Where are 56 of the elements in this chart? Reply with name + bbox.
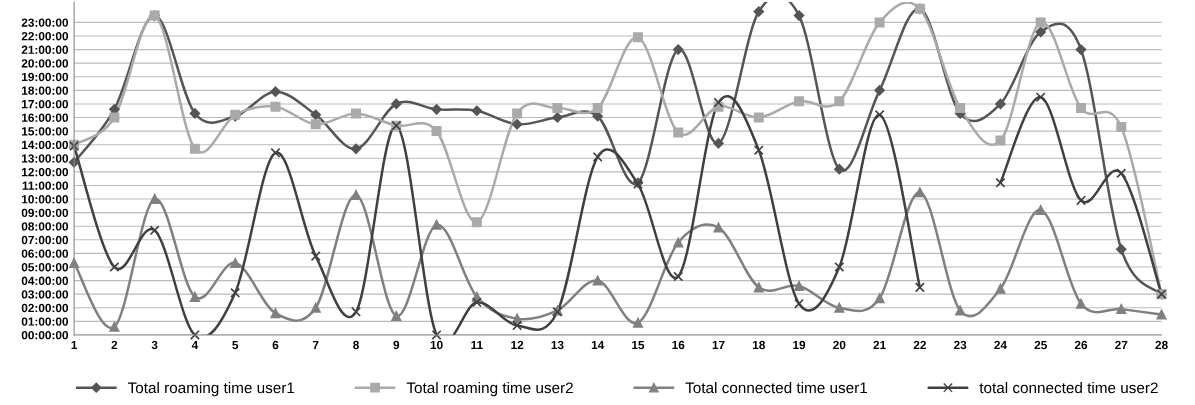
x-tick-label: 27 [1115,340,1128,350]
y-tick-label: 17:00:00 [22,99,69,109]
x-tick-label: 12 [511,340,524,350]
y-tick-label: 05:00:00 [21,263,69,272]
y-tick-label: 01:00:00 [21,317,69,326]
x-tick-label: 21 [873,340,886,350]
x-tick-label: 26 [1074,340,1088,350]
x-tick-label: 7 [312,340,319,350]
y-tick-label: 11:00:00 [22,181,69,190]
x-tick-label: 18 [752,340,765,350]
x-tick-label: 19 [793,340,806,350]
y-tick-label: 22:00:00 [21,32,69,41]
x-tick-label: 8 [353,340,359,350]
y-tick-label: 16:00:00 [22,113,69,122]
y-tick-label: 07:00:00 [21,235,69,245]
x-tick-label: 11 [471,340,483,350]
y-tick-label: 13:00:00 [22,154,69,163]
legend-label: Total roaming time user1 [127,381,295,397]
x-tick-label: 5 [232,340,239,350]
x-tick-label: 17 [712,340,725,350]
y-tick-label: 02:00:00 [21,303,69,313]
y-tick-label: 20:00:00 [21,59,69,68]
y-tick-label: 19:00:00 [22,72,69,82]
y-tick-label: 12:00:00 [22,167,69,177]
x-tick-label: 2 [111,340,118,350]
x-tick-label: 1 [71,340,78,350]
x-tick-label: 15 [632,340,645,350]
y-tick-label: 21:00:00 [21,45,69,54]
y-tick-label: 03:00:00 [21,290,69,299]
y-tick-label: 06:00:00 [21,249,69,258]
y-tick-label: 00:00:00 [21,330,69,340]
x-tick-label: 9 [393,340,400,350]
y-tick-label: 18:00:00 [22,86,69,95]
y-tick-label: 23:00:00 [21,18,69,27]
x-tick-label: 23 [954,340,967,350]
x-tick-label: 25 [1034,340,1047,350]
y-tick-label: 10:00:00 [22,195,69,204]
x-tick-label: 16 [672,340,685,350]
x-tick-label: 20 [833,340,846,350]
x-tick-label: 6 [272,340,279,350]
y-tick-label: 15:00:00 [22,127,69,136]
x-tick-label: 28 [1155,340,1168,350]
x-tick-label: 3 [151,340,158,350]
y-tick-label: 14:00:00 [22,140,69,150]
legend-label: total connected time user2 [979,381,1158,394]
x-tick-label: 13 [551,340,564,350]
x-tick-label: 24 [994,340,1007,350]
y-tick-label: 09:00:00 [21,208,69,218]
y-tick-label: 08:00:00 [21,222,69,231]
x-tick-label: 4 [191,340,199,350]
x-tick-label: 22 [913,340,926,350]
x-tick-label: 10 [430,340,443,350]
y-tick-label: 04:00:00 [21,276,69,285]
x-tick-label: 14 [591,340,605,350]
legend-label: Total roaming time user2 [406,381,573,397]
legend-label: Total connected time user1 [685,381,868,394]
